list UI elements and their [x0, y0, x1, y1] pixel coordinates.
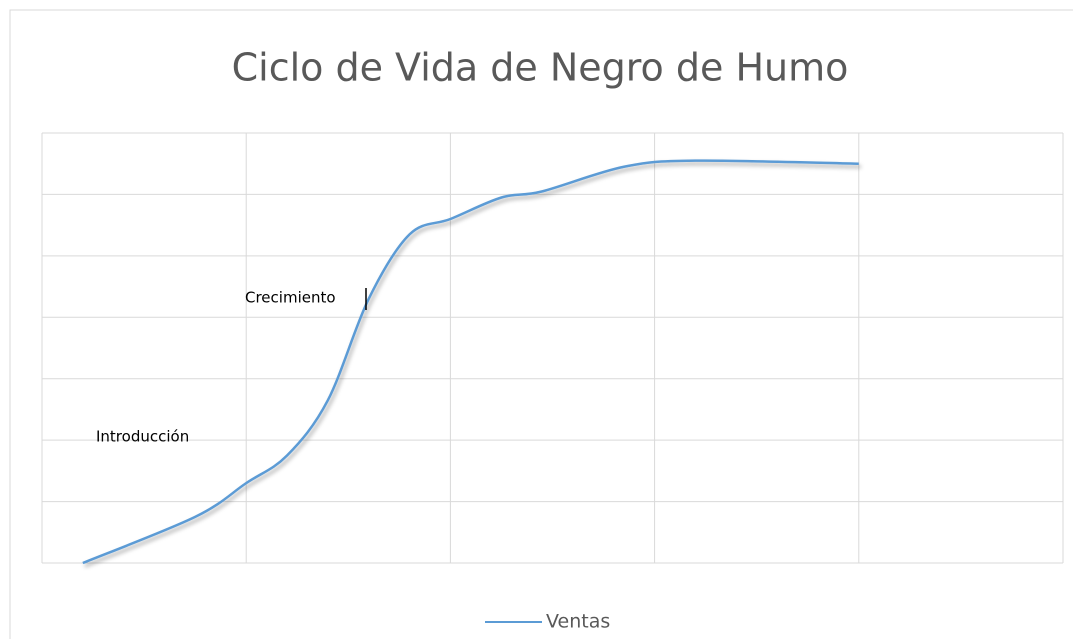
annotation: Crecimiento [245, 289, 336, 307]
line-series [82, 159, 859, 565]
chart-title: Ciclo de Vida de Negro de Humo [232, 46, 849, 90]
chart-frame [9, 9, 1073, 639]
annotation: Introducción [96, 428, 189, 446]
legend-label: Ventas [546, 611, 610, 633]
